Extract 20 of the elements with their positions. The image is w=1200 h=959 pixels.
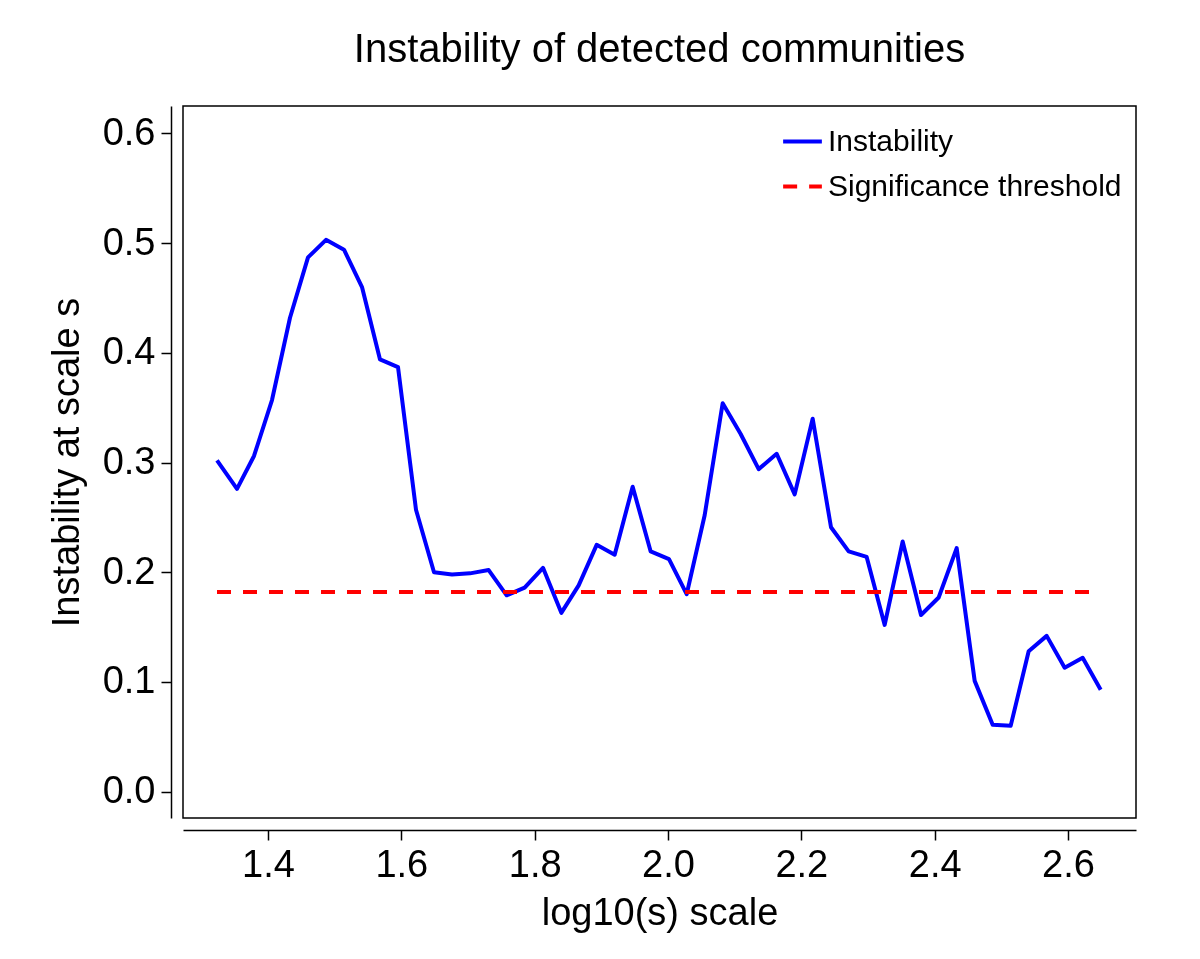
chart-title: Instability of detected communities (353, 26, 966, 70)
x-tick-label: 1.6 (375, 842, 429, 885)
y-tick-label: 0.3 (102, 440, 156, 483)
y-tick-label: 0.2 (102, 549, 156, 592)
x-tick-label: 1.8 (508, 842, 562, 885)
x-tick-label: 1.4 (242, 842, 295, 885)
y-tick-label: 0.4 (102, 330, 156, 373)
legend-label: Instability (828, 123, 954, 157)
y-axis-title: Instability at scale s (44, 297, 87, 628)
x-axis-title: log10(s) scale (541, 890, 779, 933)
line-series (215, 237, 1103, 728)
x-tick-label: 2.2 (775, 842, 829, 885)
legend-label: Significance threshold (828, 168, 1122, 202)
y-tick-label: 0.0 (102, 769, 156, 812)
x-tick-label: 2.0 (642, 842, 695, 885)
x-tick-label: 2.4 (908, 842, 962, 885)
y-tick-label: 0.1 (102, 659, 156, 702)
x-tick-label: 2.6 (1042, 842, 1095, 885)
y-tick-label: 0.6 (102, 110, 156, 153)
y-tick-label: 0.5 (102, 220, 156, 263)
